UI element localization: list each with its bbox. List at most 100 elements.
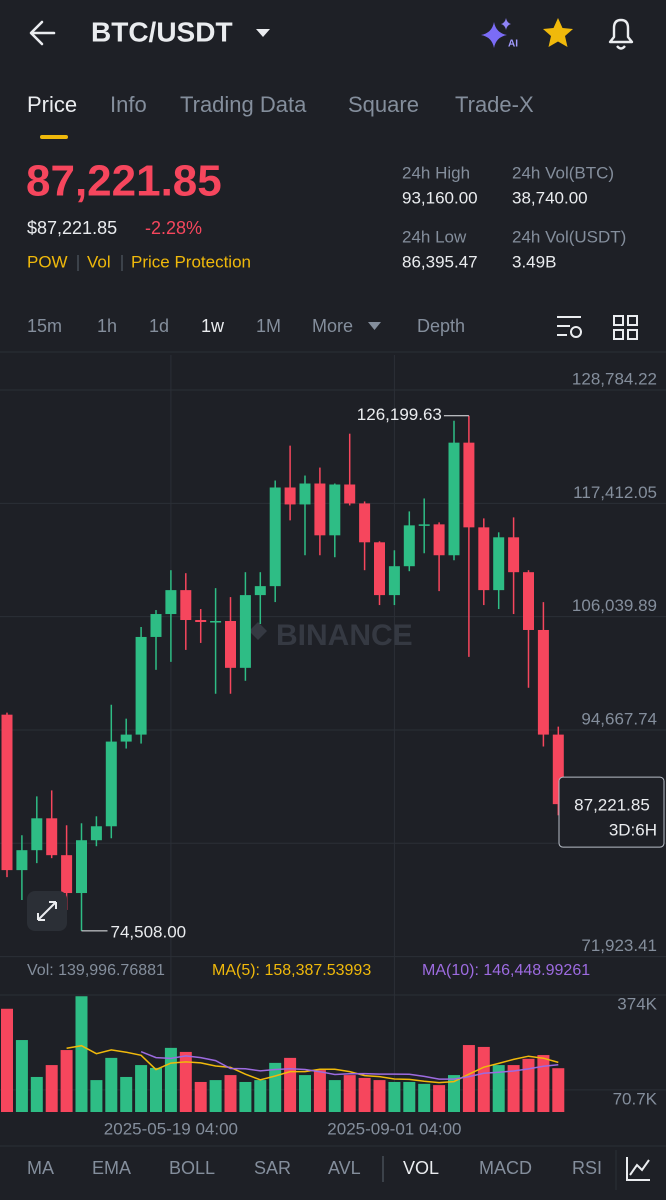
candle-body <box>284 487 296 505</box>
tag[interactable]: Vol <box>87 252 111 271</box>
indicator[interactable]: MA <box>27 1158 54 1178</box>
tab[interactable]: Info <box>110 92 147 117</box>
candle-body <box>359 503 371 543</box>
y-tick-label: 374K <box>617 994 657 1013</box>
interval[interactable]: 1d <box>149 316 169 336</box>
volume-bar <box>194 1081 207 1112</box>
interval[interactable]: 15m <box>27 316 62 336</box>
volume-bar <box>45 1065 58 1112</box>
volume-bar <box>209 1080 222 1112</box>
candle-body <box>418 524 430 526</box>
interval[interactable]: 1w <box>201 316 225 336</box>
candle-body <box>463 442 475 528</box>
volume-bar <box>224 1075 237 1112</box>
volume-bar <box>254 1080 267 1112</box>
chart-settings-icon-dot <box>570 326 582 338</box>
stat-label: 24h Vol(BTC) <box>512 163 614 182</box>
countdown-label: 3D:6H <box>609 821 657 840</box>
volume-bar <box>492 1065 505 1112</box>
candle-body <box>299 483 311 505</box>
price-change: -2.28% <box>145 218 202 238</box>
volume-bar <box>537 1055 550 1112</box>
candle-body <box>1 714 13 871</box>
tab[interactable]: Trade-X <box>455 92 534 117</box>
favorite-star[interactable] <box>543 18 573 47</box>
candle-body <box>135 636 147 735</box>
volume-bar <box>284 1057 297 1112</box>
tag[interactable]: POW <box>27 252 68 271</box>
interval[interactable]: 1M <box>256 316 281 336</box>
volume-bar <box>462 1045 475 1112</box>
indicator[interactable]: VOL <box>403 1158 439 1178</box>
y-tick-label: 71,923.41 <box>581 936 657 955</box>
back-button[interactable] <box>29 20 56 46</box>
volume-bar <box>552 1068 565 1112</box>
bell-icon[interactable] <box>608 18 634 50</box>
volume-bar <box>418 1083 431 1112</box>
candle-body <box>493 537 505 591</box>
volume-bar <box>358 1077 371 1112</box>
candle-body <box>76 840 87 894</box>
indicator[interactable]: MACD <box>479 1158 532 1178</box>
ai-icon[interactable] <box>481 22 507 48</box>
y-tick-label: 128,784.22 <box>572 369 657 388</box>
indicator[interactable]: RSI <box>572 1158 602 1178</box>
stat-value: 38,740.00 <box>512 188 588 207</box>
volume-bar <box>403 1081 416 1112</box>
ai-label: AI <box>508 39 518 50</box>
candle-body <box>46 818 58 856</box>
watermark: BINANCE <box>276 619 413 652</box>
stat-label: 24h High <box>402 163 470 182</box>
last-price: 87,221.85 <box>26 157 222 206</box>
volume-bar <box>179 1051 192 1112</box>
candle-body <box>31 818 43 851</box>
interval[interactable]: 1h <box>97 316 117 336</box>
indicator[interactable]: BOLL <box>169 1158 215 1178</box>
candle-body <box>314 483 326 536</box>
volume-bar <box>507 1065 520 1112</box>
volume-bar <box>433 1085 446 1112</box>
chart-settings-icon[interactable] <box>557 316 581 336</box>
pair-title[interactable]: BTC/USDT <box>91 16 233 47</box>
interval[interactable]: Depth <box>417 316 465 336</box>
volume-bar <box>1 1008 13 1112</box>
y-tick-label: 70.7K <box>613 1089 658 1108</box>
candle-body <box>239 595 251 668</box>
candle-body <box>180 590 192 621</box>
indicator[interactable]: AVL <box>328 1158 361 1178</box>
more-dropdown[interactable] <box>368 322 381 330</box>
candle-body <box>374 542 385 596</box>
price-usd: $87,221.85 <box>27 218 117 238</box>
indicator-settings-icon[interactable] <box>626 1157 650 1181</box>
candle-body <box>210 621 222 623</box>
candle-body <box>537 629 549 735</box>
tab[interactable]: Square <box>348 92 419 117</box>
candle-body <box>105 741 117 827</box>
y-tick-label: 106,039.89 <box>572 596 657 615</box>
volume-bar <box>135 1065 148 1112</box>
volume-bar <box>105 1057 118 1112</box>
candle-body <box>388 566 400 596</box>
layout-icon[interactable] <box>613 315 638 340</box>
indicator[interactable]: EMA <box>92 1158 131 1178</box>
candle-body <box>269 487 281 587</box>
interval[interactable]: More <box>312 316 353 336</box>
expand-icon <box>37 901 57 921</box>
pair-dropdown[interactable] <box>256 29 270 37</box>
candle-body <box>150 614 162 637</box>
x-tick-label: 2025-09-01 04:00 <box>327 1119 461 1138</box>
last-price-box <box>558 776 665 848</box>
stat-value: 93,160.00 <box>402 188 478 207</box>
tab[interactable]: Price <box>27 92 77 117</box>
tab[interactable]: Trading Data <box>180 92 307 117</box>
tag[interactable]: Price Protection <box>131 252 251 271</box>
candle-body <box>254 586 266 596</box>
low-marker-label: 74,508.00 <box>111 922 187 941</box>
indicator[interactable]: SAR <box>254 1158 291 1178</box>
candle-body <box>329 484 341 536</box>
volume-bar <box>448 1075 460 1112</box>
candle-body <box>478 527 490 591</box>
candle-body <box>195 620 207 623</box>
